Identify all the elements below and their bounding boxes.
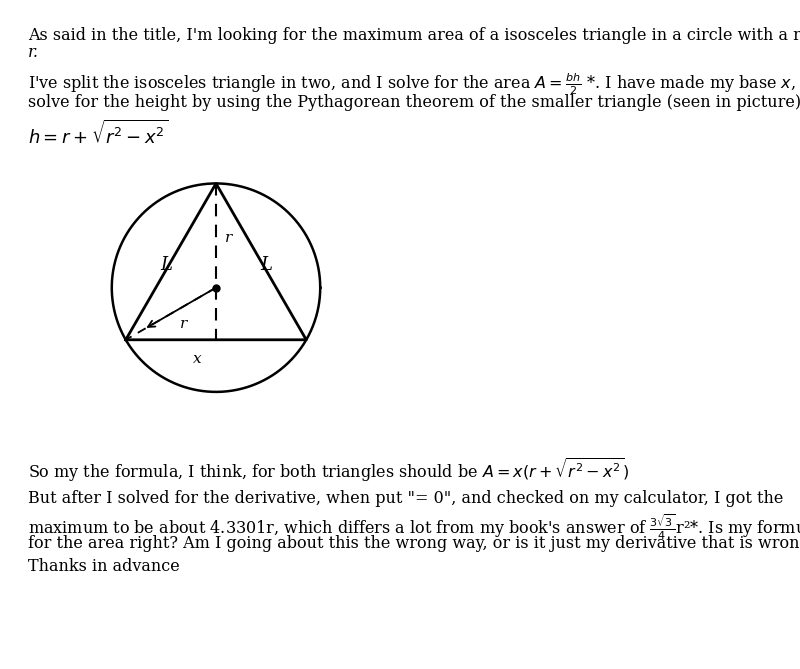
Text: I've split the isosceles triangle in two, and I solve for the area $A = \frac{bh: I've split the isosceles triangle in two… — [28, 72, 800, 98]
Text: maximum to be about 4.3301r, which differs a lot from my book's answer of $\frac: maximum to be about 4.3301r, which diffe… — [28, 512, 800, 543]
Text: So my the formula, I think, for both triangles should be $A = x(r + \sqrt{r^2 - : So my the formula, I think, for both tri… — [28, 456, 629, 484]
Text: L: L — [160, 256, 172, 274]
Text: r: r — [226, 231, 233, 245]
Text: $h = r + \sqrt{r^2 - x^2}$: $h = r + \sqrt{r^2 - x^2}$ — [28, 119, 169, 147]
Text: solve for the height by using the Pythagorean theorem of the smaller triangle (s: solve for the height by using the Pythag… — [28, 94, 800, 110]
Text: r: r — [180, 317, 187, 331]
Text: x: x — [193, 351, 202, 365]
Text: Thanks in advance: Thanks in advance — [28, 558, 180, 575]
Text: L: L — [260, 256, 272, 274]
Text: for the area right? Am I going about this the wrong way, or is it just my deriva: for the area right? Am I going about thi… — [28, 535, 800, 552]
Text: r.: r. — [28, 44, 39, 61]
Text: But after I solved for the derivative, when put "= 0", and checked on my calcula: But after I solved for the derivative, w… — [28, 490, 783, 506]
Text: As said in the title, I'm looking for the maximum area of a isosceles triangle i: As said in the title, I'm looking for th… — [28, 27, 800, 43]
